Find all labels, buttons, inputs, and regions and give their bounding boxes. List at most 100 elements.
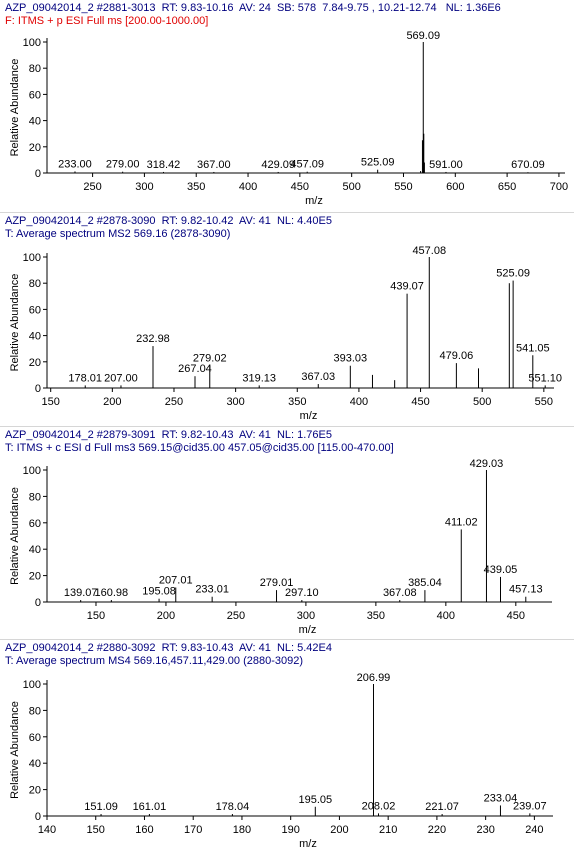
x-tick-label: 400 [350, 396, 368, 408]
peak-label: 385.04 [408, 577, 442, 589]
panel-divider [0, 212, 574, 213]
x-axis-label: m/z [300, 410, 318, 422]
peak-label: 233.04 [484, 792, 518, 804]
peak-label: 411.02 [445, 516, 478, 528]
x-tick-label: 170 [184, 824, 202, 836]
panel-divider [0, 426, 574, 427]
y-tick-label: 40 [29, 116, 41, 128]
x-tick-label: 500 [473, 396, 491, 408]
peak-label: 457.09 [290, 159, 324, 171]
x-tick-label: 350 [187, 181, 205, 193]
scan-filter: T: Average spectrum MS2 569.16 (2878-309… [5, 228, 231, 240]
spectrum-panel-2: AZP_09042014_2 #2878-3090 RT: 9.82-10.42… [0, 213, 574, 426]
spectrum-panel-3: AZP_09042014_2 #2879-3091 RT: 9.82-10.43… [0, 427, 574, 639]
x-tick-label: 650 [498, 181, 516, 193]
x-tick-label: 190 [282, 824, 300, 836]
peak-label: 279.02 [193, 353, 227, 365]
x-tick-label: 210 [379, 824, 397, 836]
peak-label: 233.00 [58, 158, 92, 170]
x-axis-label: m/z [305, 195, 323, 207]
x-tick-label: 150 [42, 396, 60, 408]
x-tick-label: 450 [291, 181, 309, 193]
x-tick-label: 450 [507, 610, 525, 622]
x-tick-label: 230 [476, 824, 494, 836]
peak-label: 178.01 [68, 372, 102, 384]
x-tick-label: 700 [550, 181, 568, 193]
y-tick-label: 80 [29, 63, 41, 75]
y-axis-label: Relative Abundance [9, 59, 21, 157]
peak-label: 208.02 [362, 800, 396, 812]
x-tick-label: 200 [157, 610, 175, 622]
y-tick-label: 0 [35, 383, 41, 395]
spectrum-panel-1: AZP_09042014_2 #2881-3013 RT: 9.83-10.16… [0, 0, 574, 212]
peak-label: 160.98 [95, 587, 129, 599]
peak-label: 178.04 [216, 801, 250, 813]
y-tick-label: 0 [35, 597, 41, 609]
y-tick-label: 60 [29, 89, 41, 101]
x-tick-label: 150 [87, 610, 105, 622]
y-tick-label: 60 [29, 732, 41, 744]
x-tick-label: 300 [297, 610, 315, 622]
x-tick-label: 500 [342, 181, 360, 193]
peak-label: 319.13 [242, 372, 276, 384]
y-tick-label: 60 [29, 304, 41, 316]
peak-label: 551.10 [528, 372, 562, 384]
peak-label: 279.00 [106, 159, 140, 171]
peak-label: 525.09 [361, 157, 395, 169]
peak-label: 367.08 [383, 587, 417, 599]
scan-filter: T: ITMS + c ESI d Full ms3 569.15@cid35.… [5, 442, 394, 454]
peak-label: 429.03 [470, 458, 504, 470]
y-tick-label: 100 [23, 679, 41, 691]
peak-label: 279.01 [260, 577, 294, 589]
x-axis-label: m/z [299, 624, 317, 636]
spectrum-chart-2: 0 20 40 60 80 100 150 200 250 300 350 400 450 500 550 m… [9, 245, 562, 422]
x-tick-label: 600 [446, 181, 464, 193]
peak-label: 429.09 [261, 159, 295, 171]
peak-label: 457.13 [509, 584, 543, 596]
peak-label: 367.03 [301, 371, 335, 383]
peak-label: 139.07 [64, 587, 98, 599]
y-axis-label: Relative Abundance [9, 487, 21, 585]
y-tick-label: 0 [35, 811, 41, 823]
peak-label: 207.01 [159, 574, 193, 586]
x-tick-label: 150 [87, 824, 105, 836]
peak-label: 297.10 [285, 587, 319, 599]
x-tick-label: 250 [227, 610, 245, 622]
peak-label: 206.99 [357, 672, 391, 684]
peak-label: 591.00 [429, 159, 463, 171]
x-tick-label: 400 [437, 610, 455, 622]
scan-header: AZP_09042014_2 #2880-3092 RT: 9.83-10.43… [5, 642, 332, 654]
y-tick-label: 20 [29, 142, 41, 154]
x-tick-label: 450 [411, 396, 429, 408]
x-tick-label: 200 [330, 824, 348, 836]
x-tick-label: 240 [525, 824, 543, 836]
x-tick-label: 300 [135, 181, 153, 193]
x-tick-label: 160 [135, 824, 153, 836]
x-tick-label: 550 [535, 396, 553, 408]
y-axis-label: Relative Abundance [9, 274, 21, 372]
y-tick-label: 20 [29, 357, 41, 369]
x-tick-label: 350 [367, 610, 385, 622]
y-tick-label: 80 [29, 491, 41, 503]
spectrum-chart-3: 0 20 40 60 80 100 150 200 250 300 350 400 450 m/z Rela… [9, 458, 552, 636]
scan-header: AZP_09042014_2 #2878-3090 RT: 9.82-10.42… [5, 215, 332, 227]
peak-label: 569.09 [406, 30, 440, 42]
y-tick-label: 40 [29, 544, 41, 556]
peak-label: 439.07 [390, 281, 424, 293]
y-tick-label: 40 [29, 331, 41, 343]
spectrum-chart-4: 0 20 40 60 80 100 140 150 160 170 180 190 200 210 220 2… [9, 672, 553, 850]
y-tick-label: 0 [35, 168, 41, 180]
y-tick-label: 80 [29, 278, 41, 290]
peak-label: 541.05 [516, 342, 550, 354]
peak-label: 670.09 [511, 159, 545, 171]
peak-label: 367.00 [197, 159, 231, 171]
peak-label: 318.42 [147, 159, 181, 171]
scan-header: AZP_09042014_2 #2879-3091 RT: 9.82-10.43… [5, 429, 332, 441]
peak-label: 439.05 [484, 564, 518, 576]
peak-label: 232.98 [136, 333, 170, 345]
peak-label: 457.08 [412, 245, 446, 257]
panel-divider [0, 639, 574, 640]
y-tick-label: 80 [29, 705, 41, 717]
y-tick-label: 40 [29, 758, 41, 770]
peak-label: 393.03 [333, 353, 367, 365]
